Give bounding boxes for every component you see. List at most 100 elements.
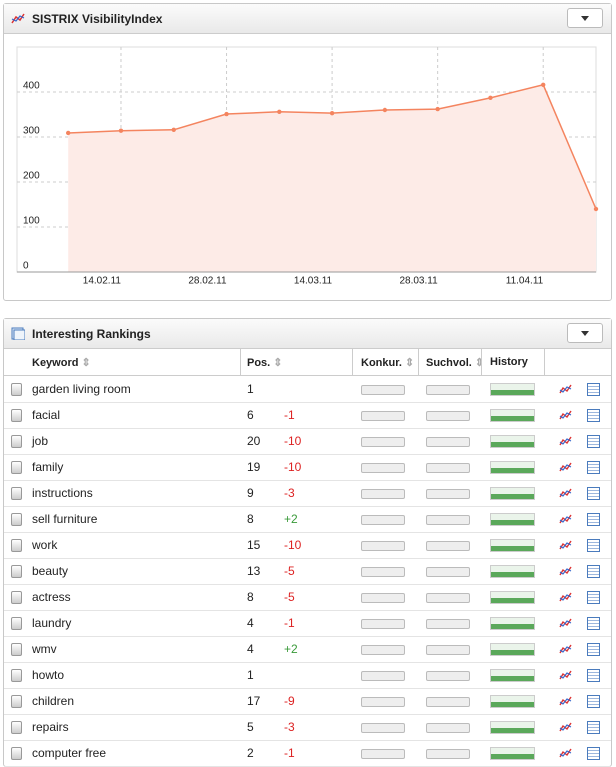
competition-bar xyxy=(361,411,405,421)
position-change: -10 xyxy=(284,434,302,448)
column-title[interactable]: Konkur. ⇕ xyxy=(361,357,415,369)
y-tick-label: 100 xyxy=(23,216,40,227)
position-change: +2 xyxy=(284,642,298,656)
dropdown-button[interactable] xyxy=(567,323,603,343)
keyword: garden living room xyxy=(32,382,131,396)
history-sparkline xyxy=(490,591,535,604)
history-sparkline xyxy=(490,669,535,682)
details-link[interactable] xyxy=(587,409,600,422)
table-row: instructions 9 -3 xyxy=(4,480,611,507)
column-label: Konkur. xyxy=(361,357,402,369)
position: 4 xyxy=(247,642,254,656)
keyword: computer free xyxy=(32,746,107,760)
search-volume-bar xyxy=(426,541,470,551)
details-link[interactable] xyxy=(587,669,600,682)
details-link[interactable] xyxy=(587,513,600,526)
chart-link[interactable] xyxy=(559,670,572,680)
keyword: instructions xyxy=(32,486,93,500)
table-row: garden living room 1 xyxy=(4,376,611,403)
search-volume-bar xyxy=(426,723,470,733)
point xyxy=(488,95,493,101)
chart-link[interactable] xyxy=(559,566,572,576)
table-row: work 15 -10 xyxy=(4,532,611,559)
db-icon xyxy=(11,721,22,734)
column-label: Keyword xyxy=(32,357,79,369)
db-icon xyxy=(11,513,22,526)
chart-link[interactable] xyxy=(559,514,572,524)
rankings-panel: Interesting Rankings Keyword ⇕ Pos. ⇕ Ko… xyxy=(3,318,612,767)
keyword: actress xyxy=(32,590,71,604)
position: 15 xyxy=(247,538,261,552)
details-link[interactable] xyxy=(587,695,600,708)
chart-link[interactable] xyxy=(559,696,572,706)
column-title[interactable]: Suchvol. ⇕ xyxy=(426,357,485,369)
chart-link[interactable] xyxy=(559,748,572,758)
x-tick-label: 28.03.11 xyxy=(399,276,438,287)
details-link[interactable] xyxy=(587,643,600,656)
column-title[interactable]: Keyword ⇕ xyxy=(32,357,91,369)
point xyxy=(65,130,71,136)
competition-bar xyxy=(361,385,405,395)
chart-link[interactable] xyxy=(559,540,572,550)
db-icon xyxy=(11,591,22,604)
chart-link[interactable] xyxy=(559,462,572,472)
chart-link[interactable] xyxy=(559,384,572,394)
db-icon xyxy=(11,695,22,708)
db-icon xyxy=(11,383,22,396)
competition-bar xyxy=(361,723,405,733)
panel-title: SISTRIX VisibilityIndex xyxy=(32,12,163,26)
db-icon xyxy=(11,487,22,500)
position: 8 xyxy=(247,590,254,604)
history-sparkline xyxy=(490,409,535,422)
position: 4 xyxy=(247,616,254,630)
search-volume-bar xyxy=(426,567,470,577)
chart-link[interactable] xyxy=(559,410,572,420)
db-icon xyxy=(11,617,22,630)
details-link[interactable] xyxy=(587,565,600,578)
keyword: children xyxy=(32,694,75,708)
search-volume-bar xyxy=(426,489,470,499)
details-link[interactable] xyxy=(587,617,600,630)
keyword: work xyxy=(32,538,58,552)
dropdown-button[interactable] xyxy=(567,8,603,28)
search-volume-bar xyxy=(426,697,470,707)
search-volume-bar xyxy=(426,515,470,525)
competition-bar xyxy=(361,489,405,499)
x-tick-label: 14.02.11 xyxy=(83,276,122,287)
history-sparkline xyxy=(490,617,535,630)
details-link[interactable] xyxy=(587,591,600,604)
chart-link[interactable] xyxy=(559,488,572,498)
position-change: -3 xyxy=(284,486,295,500)
keyword: sell furniture xyxy=(32,512,98,526)
search-volume-bar xyxy=(426,385,470,395)
chart-link[interactable] xyxy=(559,644,572,654)
details-link[interactable] xyxy=(587,747,600,760)
details-link[interactable] xyxy=(587,435,600,448)
history-sparkline xyxy=(490,643,535,656)
table-row: repairs 5 -3 xyxy=(4,714,611,741)
details-link[interactable] xyxy=(587,383,600,396)
chart-link[interactable] xyxy=(559,592,572,602)
y-tick-label: 300 xyxy=(23,126,40,137)
details-link[interactable] xyxy=(587,487,600,500)
chart-link[interactable] xyxy=(559,436,572,446)
chart-link[interactable] xyxy=(559,618,572,628)
competition-bar xyxy=(361,749,405,759)
point xyxy=(593,206,599,212)
table-row: family 19 -10 xyxy=(4,454,611,481)
db-icon xyxy=(11,409,22,422)
position: 17 xyxy=(247,694,261,708)
table-row: sell furniture 8 +2 xyxy=(4,506,611,533)
table-row: computer free 2 -1 xyxy=(4,740,611,767)
history-sparkline xyxy=(490,695,535,708)
details-link[interactable] xyxy=(587,461,600,474)
details-link[interactable] xyxy=(587,539,600,552)
point xyxy=(224,111,229,117)
chart-link[interactable] xyxy=(559,722,572,732)
position: 8 xyxy=(247,512,254,526)
details-link[interactable] xyxy=(587,721,600,734)
column-title[interactable]: Pos. ⇕ xyxy=(247,357,283,369)
position-change: -1 xyxy=(284,746,295,760)
search-volume-bar xyxy=(426,645,470,655)
history-sparkline xyxy=(490,747,535,760)
